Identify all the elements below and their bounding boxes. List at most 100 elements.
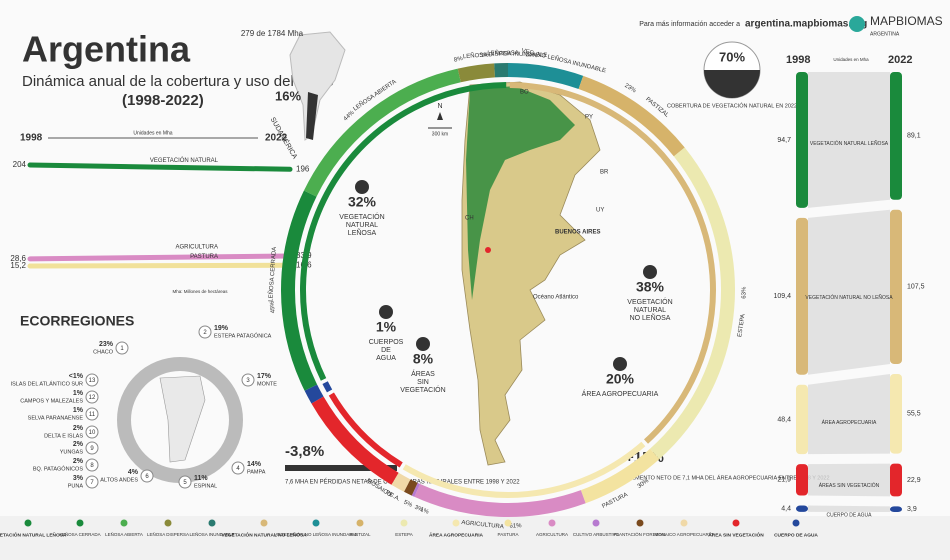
value-2022: 107,5 bbox=[907, 284, 925, 291]
ring-label: 63% bbox=[741, 286, 747, 299]
eco-name: ISLAS DEL ATLÁNTICO SUR bbox=[11, 380, 83, 387]
eco-number: 11 bbox=[89, 412, 96, 418]
class-arc bbox=[300, 82, 507, 381]
subclass-arc bbox=[304, 384, 324, 404]
class-name: CUERPOS DE AGUA bbox=[369, 339, 404, 362]
eco-number: 7 bbox=[90, 480, 94, 486]
eco-number: 1 bbox=[120, 346, 124, 352]
eco-name: ESTEPA PATAGÓNICA bbox=[214, 332, 272, 339]
legend-item: VEGETACIÓN NO LEÑOSA INUNDABLE bbox=[274, 531, 357, 537]
flow bbox=[808, 505, 890, 512]
title: Argentina bbox=[22, 29, 191, 70]
flow bbox=[808, 209, 890, 375]
map-uy: UY bbox=[596, 208, 604, 214]
bar-1998 bbox=[796, 72, 808, 208]
map-bo: BO bbox=[520, 90, 529, 96]
class-name: VEGETACIÓN NATURAL LEÑOSA bbox=[339, 212, 384, 237]
trend-line bbox=[27, 253, 293, 262]
flow bbox=[808, 373, 890, 455]
row-name: ÁREA AGROPECUARIA bbox=[822, 419, 877, 426]
trend-value-label: 196 bbox=[296, 164, 310, 173]
eco-share: 2% bbox=[73, 458, 84, 465]
value-1998: 4,4 bbox=[781, 506, 791, 513]
value-1998: 21,9 bbox=[777, 477, 791, 484]
subclass-arc bbox=[650, 147, 735, 460]
eco-badge bbox=[241, 373, 255, 387]
class-icon bbox=[416, 337, 430, 351]
legend-swatch bbox=[504, 519, 512, 527]
ring-label: 61% bbox=[509, 523, 522, 529]
eco-number: 9 bbox=[90, 446, 94, 452]
value-2022: 89,1 bbox=[907, 133, 921, 140]
flow bbox=[808, 72, 890, 208]
eco-badge bbox=[85, 407, 99, 421]
eco-number: 3 bbox=[246, 378, 250, 384]
eco-name: ALTOS ANDES bbox=[100, 477, 138, 483]
bar-1998 bbox=[796, 505, 808, 512]
legend-class: VEGETACIÓN NATURAL NO LEÑOSA bbox=[221, 530, 307, 538]
legend-item: PLANTACIÓN FORESTAL bbox=[613, 531, 667, 537]
eco-number: 8 bbox=[90, 463, 94, 469]
class-icon bbox=[379, 305, 393, 319]
legend-swatch bbox=[120, 519, 128, 527]
trend-end: 2022 bbox=[265, 133, 288, 144]
hl-loss-bar bbox=[285, 465, 397, 471]
sa-share: 16% bbox=[275, 88, 301, 103]
eco-name: YUNGAS bbox=[60, 449, 84, 455]
legend-swatch bbox=[400, 519, 408, 527]
map-ocean: Océano Atlántico bbox=[533, 295, 579, 301]
bar-2022 bbox=[890, 209, 902, 364]
ring-label: 23% bbox=[623, 83, 637, 95]
eco-name: CHACO bbox=[93, 349, 114, 355]
class-share: 38% bbox=[636, 279, 665, 295]
eco-share: 11% bbox=[194, 475, 208, 482]
subclass-arc bbox=[311, 396, 399, 485]
legend-item: PASTIZAL bbox=[350, 532, 371, 537]
legend-class: CUERPO DE AGUA bbox=[774, 532, 818, 538]
source-url[interactable]: argentina.mapbiomas.org bbox=[745, 19, 867, 30]
north-arrow bbox=[437, 112, 443, 120]
eco-number: 5 bbox=[183, 480, 187, 486]
eco-share: <1% bbox=[69, 373, 84, 380]
legend-item: LEÑOSA DISPERSA bbox=[147, 531, 189, 537]
period: (1998-2022) bbox=[122, 92, 204, 109]
legend-swatch bbox=[732, 519, 740, 527]
value-2022: 55,5 bbox=[907, 411, 921, 418]
ring-label: LEÑOSA INUNDABLE bbox=[487, 50, 547, 59]
class-icon bbox=[355, 180, 369, 194]
class-icon bbox=[643, 265, 657, 279]
value-1998: 94,7 bbox=[777, 137, 791, 144]
subclass-arc bbox=[403, 479, 418, 496]
eco-share: 1% bbox=[73, 407, 84, 414]
map-forest bbox=[466, 86, 575, 300]
bar-2022 bbox=[890, 373, 902, 454]
eco-title: ECORREGIONES bbox=[20, 313, 134, 329]
eco-share: 23% bbox=[99, 341, 114, 348]
flow bbox=[808, 463, 890, 497]
row-name: VEGETACIÓN NATURAL NO LEÑOSA bbox=[805, 294, 893, 301]
trend-series-name: AGRICULTURA bbox=[175, 245, 218, 251]
subclass-arc bbox=[457, 63, 496, 83]
eco-share: 19% bbox=[214, 325, 229, 332]
legend-swatch bbox=[680, 519, 688, 527]
source-text: Para más información acceder a bbox=[639, 21, 740, 28]
ring-label: C.A. bbox=[388, 492, 401, 503]
ring-label: 8% bbox=[454, 56, 464, 64]
eco-name: DELTA E ISLAS bbox=[44, 433, 83, 439]
bar-1998 bbox=[796, 217, 808, 375]
eco-number: 13 bbox=[89, 378, 96, 384]
argentina-inset bbox=[306, 92, 318, 140]
subclass-arc bbox=[414, 484, 586, 517]
ring-label: 3% bbox=[480, 52, 490, 59]
legend-swatch bbox=[76, 519, 84, 527]
eco-ring bbox=[117, 357, 243, 483]
class-share: 32% bbox=[348, 194, 377, 210]
natural-share: 70% bbox=[719, 49, 745, 64]
map-north: N bbox=[437, 103, 442, 110]
eco-share: 1% bbox=[73, 390, 84, 397]
eco-share: 2% bbox=[73, 425, 84, 432]
eco-badge bbox=[231, 461, 245, 475]
eco-badge bbox=[178, 475, 192, 489]
map-ch: CH bbox=[465, 216, 474, 222]
